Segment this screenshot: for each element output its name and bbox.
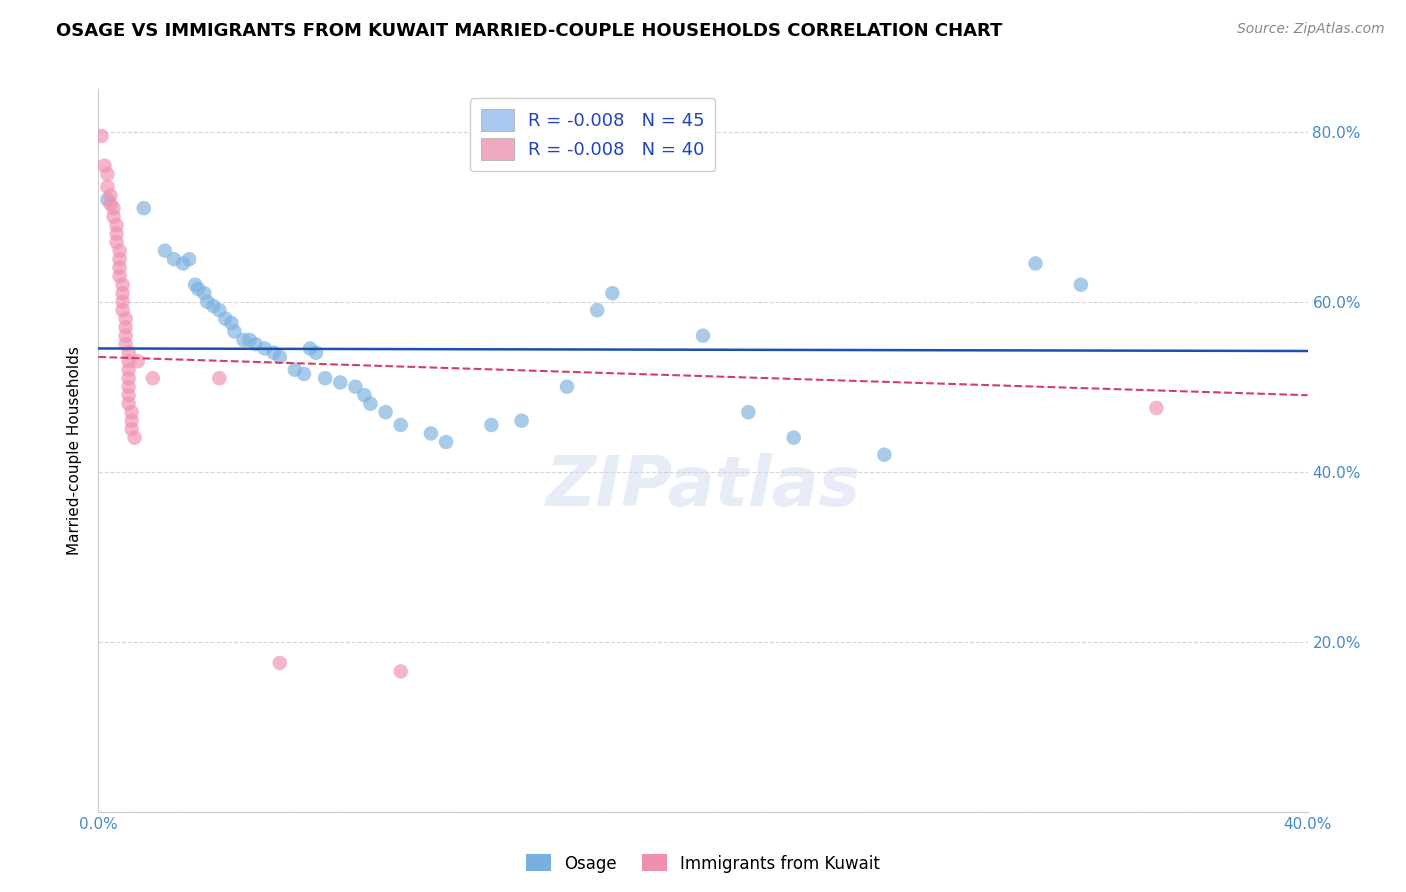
Point	[172, 256, 194, 270]
Point	[510, 414, 533, 428]
Point	[105, 235, 128, 250]
Point	[103, 210, 125, 224]
Point	[114, 337, 136, 351]
Point	[269, 656, 291, 670]
Point	[96, 180, 118, 194]
Point	[142, 371, 165, 385]
Point	[389, 417, 412, 432]
Point	[127, 354, 149, 368]
Point	[1070, 277, 1092, 292]
Text: ZIPatlas: ZIPatlas	[546, 453, 860, 520]
Point	[239, 333, 262, 347]
Point	[118, 380, 141, 394]
Point	[132, 201, 155, 215]
Point	[329, 376, 352, 390]
Point	[314, 371, 336, 385]
Point	[208, 371, 231, 385]
Point	[195, 294, 218, 309]
Point	[124, 431, 146, 445]
Point	[103, 201, 125, 215]
Point	[263, 345, 285, 359]
Point	[179, 252, 201, 267]
Point	[93, 159, 115, 173]
Legend: R = -0.008   N = 45, R = -0.008   N = 40: R = -0.008 N = 45, R = -0.008 N = 40	[470, 98, 716, 171]
Y-axis label: Married-couple Households: Married-couple Households	[67, 346, 83, 555]
Point	[118, 388, 141, 402]
Point	[118, 397, 141, 411]
Point	[108, 244, 131, 258]
Point	[153, 244, 176, 258]
Point	[111, 303, 134, 318]
Point	[555, 380, 578, 394]
Point	[1144, 401, 1167, 415]
Point	[111, 277, 134, 292]
Point	[121, 405, 143, 419]
Point	[873, 448, 896, 462]
Point	[100, 188, 122, 202]
Point	[374, 405, 396, 419]
Point	[96, 167, 118, 181]
Point	[586, 303, 609, 318]
Point	[224, 325, 246, 339]
Point	[389, 665, 412, 679]
Point	[284, 362, 307, 376]
Point	[481, 417, 503, 432]
Point	[108, 260, 131, 275]
Text: OSAGE VS IMMIGRANTS FROM KUWAIT MARRIED-COUPLE HOUSEHOLDS CORRELATION CHART: OSAGE VS IMMIGRANTS FROM KUWAIT MARRIED-…	[56, 22, 1002, 40]
Point	[118, 354, 141, 368]
Point	[96, 193, 118, 207]
Point	[737, 405, 759, 419]
Point	[269, 350, 291, 364]
Point	[90, 128, 112, 143]
Point	[121, 414, 143, 428]
Point	[114, 328, 136, 343]
Point	[111, 286, 134, 301]
Point	[214, 311, 236, 326]
Point	[202, 299, 225, 313]
Point	[187, 282, 209, 296]
Point	[118, 345, 141, 359]
Point	[344, 380, 367, 394]
Point	[193, 286, 215, 301]
Point	[299, 342, 322, 356]
Point	[232, 333, 254, 347]
Point	[253, 342, 276, 356]
Legend: Osage, Immigrants from Kuwait: Osage, Immigrants from Kuwait	[519, 847, 887, 880]
Point	[434, 434, 457, 449]
Point	[108, 252, 131, 267]
Text: Source: ZipAtlas.com: Source: ZipAtlas.com	[1237, 22, 1385, 37]
Point	[114, 311, 136, 326]
Point	[118, 371, 141, 385]
Point	[184, 277, 207, 292]
Point	[221, 316, 243, 330]
Point	[1024, 256, 1046, 270]
Point	[602, 286, 624, 301]
Point	[208, 303, 231, 318]
Point	[692, 328, 714, 343]
Point	[420, 426, 443, 441]
Point	[114, 320, 136, 334]
Point	[105, 227, 128, 241]
Point	[100, 197, 122, 211]
Point	[111, 294, 134, 309]
Point	[245, 337, 267, 351]
Point	[163, 252, 186, 267]
Point	[353, 388, 375, 402]
Point	[360, 397, 382, 411]
Point	[783, 431, 806, 445]
Point	[292, 367, 315, 381]
Point	[105, 218, 128, 232]
Point	[118, 362, 141, 376]
Point	[305, 345, 328, 359]
Point	[121, 422, 143, 436]
Point	[108, 269, 131, 284]
